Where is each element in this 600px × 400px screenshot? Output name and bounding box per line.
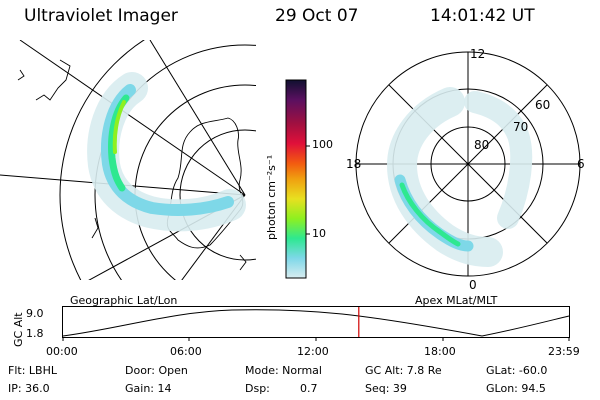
left-panel-caption: Geographic Lat/Lon xyxy=(70,294,178,307)
filter-status: Flt: LBHL xyxy=(8,364,57,377)
colorbar-tick-10: 10 xyxy=(312,227,326,240)
glat-status: GLat: -60.0 xyxy=(486,364,548,377)
time-label: 14:01:42 UT xyxy=(430,6,535,26)
lat-label-70: 70 xyxy=(513,120,529,134)
coastline xyxy=(239,254,247,271)
altitude-axis-label: GC Alt xyxy=(12,312,25,347)
gc-alt-status: GC Alt: 7.8 Re xyxy=(365,364,442,377)
door-status: Door: Open xyxy=(125,364,188,377)
intensity-colorbar xyxy=(285,79,310,279)
time-tick-1: 06:00 xyxy=(170,345,202,358)
ip-status: IP: 36.0 xyxy=(8,382,50,395)
altitude-tick-min: 1.8 xyxy=(26,327,44,340)
altitude-tick-max: 9.0 xyxy=(26,307,44,320)
mlt-label-18: 18 xyxy=(346,157,362,171)
glon-status: GLon: 94.5 xyxy=(486,382,546,395)
lat-circle xyxy=(179,129,256,261)
time-tick-0: 00:00 xyxy=(46,345,78,358)
lon-line xyxy=(19,40,246,196)
dsp-label: Dsp: xyxy=(245,382,270,395)
seq-status: Seq: 39 xyxy=(365,382,407,395)
mode-status: Mode: Normal xyxy=(245,364,322,377)
antarctica-coastline xyxy=(166,117,244,249)
time-tick-3: 18:00 xyxy=(424,345,456,358)
lat-circle xyxy=(59,40,145,280)
altitude-plot xyxy=(62,306,570,341)
lat-label-80: 80 xyxy=(474,138,490,152)
lat-label-60: 60 xyxy=(535,98,551,112)
mlt-label-6: 6 xyxy=(577,157,585,171)
gain-status: Gain: 14 xyxy=(125,382,172,395)
altitude-curve xyxy=(62,309,570,337)
coastline xyxy=(35,59,71,101)
coastline xyxy=(17,69,25,81)
lon-line xyxy=(149,40,246,196)
polar-mlt-panel xyxy=(355,51,581,277)
dsp-value: 0.7 xyxy=(300,382,318,395)
date-label: 29 Oct 07 xyxy=(275,6,359,26)
coastline xyxy=(91,217,99,239)
polar-aurora-emission xyxy=(386,87,533,267)
time-tick-2: 12:00 xyxy=(297,345,329,358)
colorbar-tick-100: 100 xyxy=(312,138,333,151)
aurora-emission xyxy=(87,72,246,232)
colorbar-unit-label: photon cm⁻²s⁻¹ xyxy=(265,154,278,240)
mlt-label-0: 0 xyxy=(469,278,477,292)
right-panel-caption: Apex MLat/MLT xyxy=(415,294,498,307)
time-tick-4: 23:59 xyxy=(548,345,580,358)
instrument-title: Ultraviolet Imager xyxy=(24,6,178,26)
geographic-map-panel xyxy=(0,40,256,280)
colorbar-gradient xyxy=(285,79,307,279)
mlt-label-12: 12 xyxy=(470,47,486,61)
lat-circle xyxy=(94,44,256,280)
